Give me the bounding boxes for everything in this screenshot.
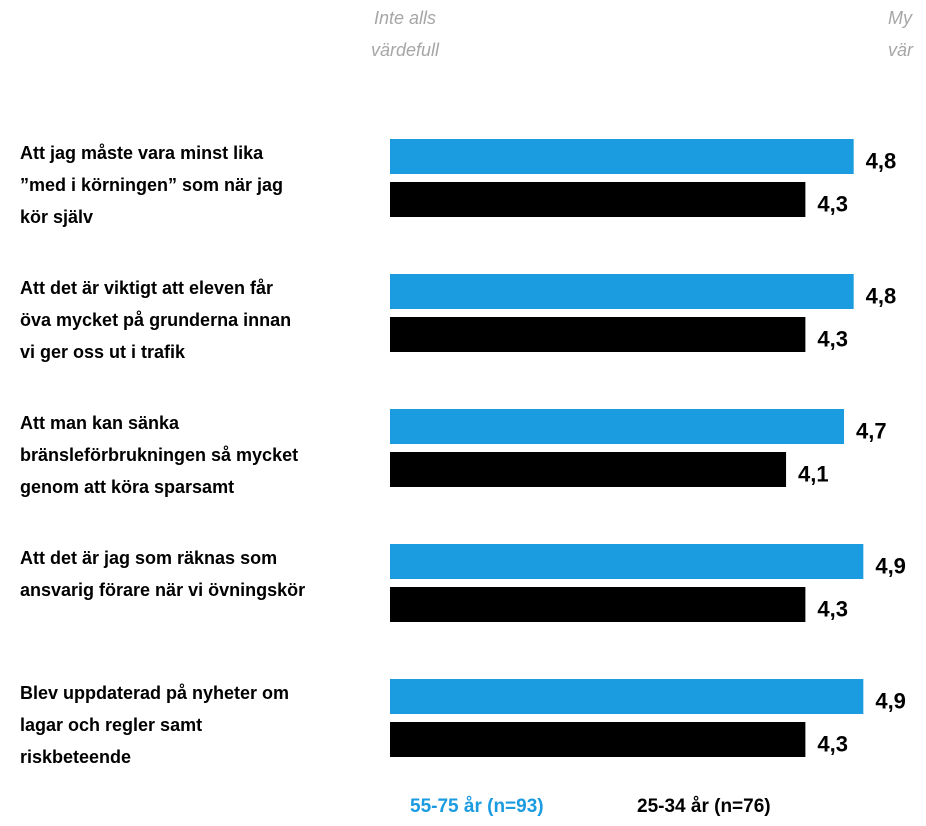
bar: [390, 139, 854, 174]
axis-high-label: vär: [888, 40, 914, 60]
legend-entry: 55-75 år (n=93): [410, 796, 544, 817]
value-label: 4,7: [856, 418, 887, 443]
bar: [390, 182, 806, 217]
value-label: 4,8: [866, 148, 897, 173]
bar: [390, 679, 864, 714]
legend-entry: 25-34 år (n=76): [637, 796, 771, 817]
category-label: Att man kan sänka bränsleförbrukningen s…: [20, 413, 299, 497]
axis-high-label: My: [888, 8, 913, 28]
category-label: Att jag måste vara minst lika ”med i kör…: [20, 143, 284, 227]
value-label: 4,3: [817, 731, 848, 756]
bar: [390, 274, 854, 309]
category-label: Att det är viktigt att eleven får öva my…: [20, 278, 292, 362]
value-label: 4,3: [817, 326, 848, 351]
axis-low-label: Inte alls: [374, 8, 436, 28]
bar: [390, 587, 806, 622]
bar: [390, 317, 806, 352]
category-label: Blev uppdaterad på nyheter om lagar och …: [20, 683, 290, 767]
value-label: 4,9: [875, 553, 906, 578]
bar: [390, 722, 806, 757]
value-label: 4,9: [875, 688, 906, 713]
value-label: 4,3: [817, 596, 848, 621]
bar: [390, 409, 845, 444]
category-label: Att det är jag som räknas som ansvarig f…: [20, 548, 306, 600]
bar: [390, 544, 864, 579]
value-label: 4,1: [798, 461, 829, 486]
value-label: 4,8: [866, 283, 897, 308]
value-label: 4,3: [817, 191, 848, 216]
bar: [390, 452, 787, 487]
axis-low-label: värdefull: [371, 40, 440, 60]
